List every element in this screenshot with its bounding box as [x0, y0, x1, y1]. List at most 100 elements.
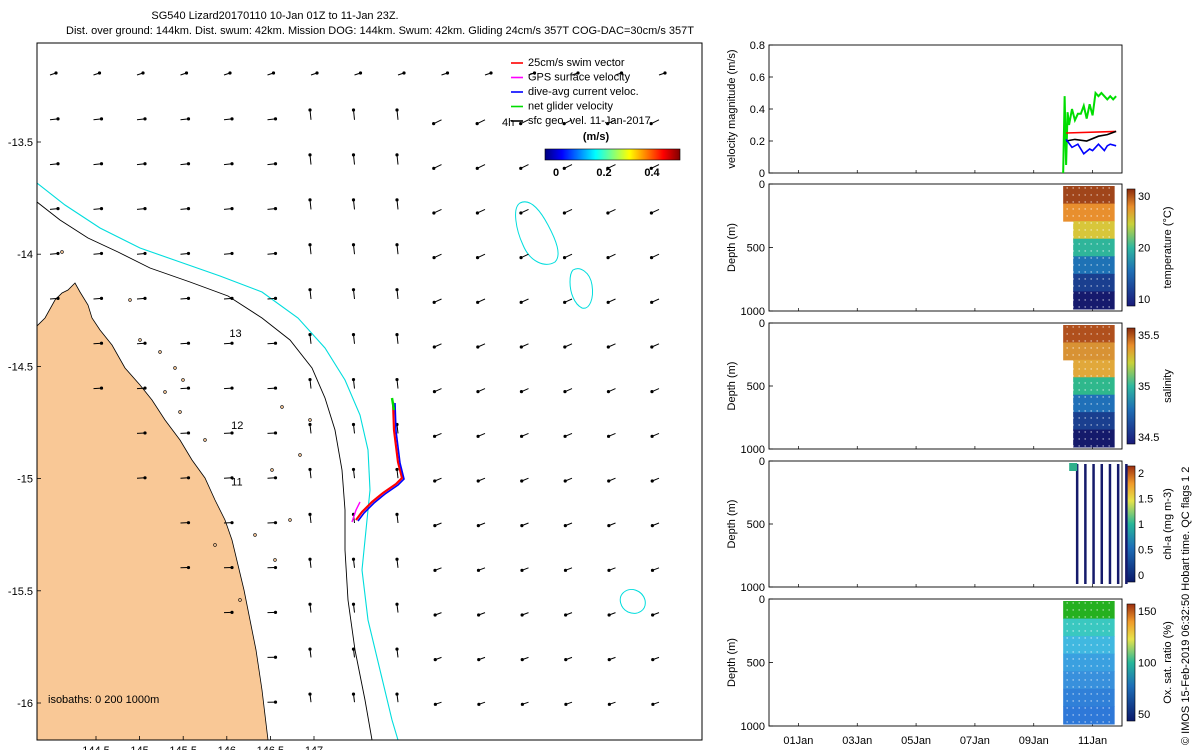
data-dot — [1072, 609, 1074, 611]
arrow-head — [141, 71, 145, 75]
arrow-head — [607, 479, 611, 483]
data-dot — [1066, 410, 1068, 412]
panel-y-tick-label: 500 — [747, 519, 765, 531]
data-dot — [1066, 403, 1068, 405]
reef-contour-3 — [619, 589, 646, 614]
arrow-head — [99, 251, 104, 256]
data-dot — [1108, 382, 1110, 384]
panel-y-tick-label: 500 — [747, 381, 765, 393]
data-dot — [1096, 700, 1098, 702]
map-y-tick-label: -15 — [17, 474, 33, 486]
arrow-head — [186, 117, 191, 121]
time-tick-label: 11Jan — [1078, 735, 1107, 747]
data-dot — [1090, 616, 1092, 618]
data-dot — [1090, 340, 1092, 342]
data-dot — [1066, 637, 1068, 639]
data-dot — [1096, 389, 1098, 391]
arrow-head — [519, 211, 523, 215]
colorbar-title: (m/s) — [583, 131, 610, 143]
data-dot — [1078, 347, 1080, 349]
data-dot — [1108, 403, 1110, 405]
islet — [128, 298, 132, 302]
data-dot — [1102, 250, 1104, 252]
data-dot — [1072, 375, 1074, 377]
data-dot — [1108, 623, 1110, 625]
profile-band — [1063, 636, 1115, 655]
data-dot — [1096, 721, 1098, 723]
data-dot — [1084, 285, 1086, 287]
profile-band — [1073, 221, 1115, 240]
data-dot — [1084, 644, 1086, 646]
data-dot — [1078, 602, 1080, 604]
arrow-head — [520, 658, 524, 662]
arrow-head — [230, 565, 234, 570]
data-dot — [1066, 424, 1068, 426]
arrow-head — [308, 467, 312, 472]
data-dot — [1078, 208, 1080, 210]
data-dot — [1084, 187, 1086, 189]
arrow-head — [271, 71, 276, 75]
geo-velocity-arrow — [309, 154, 312, 165]
data-dot — [1066, 368, 1068, 370]
data-dot — [1066, 326, 1068, 328]
arrow-head — [54, 71, 58, 75]
arrow-head — [489, 71, 493, 75]
panel-colorbar — [1126, 327, 1136, 445]
arrow-head — [520, 702, 524, 706]
isobath-200 — [37, 201, 373, 740]
data-dot — [1090, 410, 1092, 412]
profile-data — [1063, 601, 1115, 725]
arrow-head — [99, 162, 104, 166]
data-dot — [1078, 333, 1080, 335]
profile-band — [1063, 653, 1115, 672]
data-dot — [1108, 375, 1110, 377]
data-dot — [1108, 347, 1110, 349]
data-dot — [1078, 410, 1080, 412]
panel-y-tick-label: 0 — [759, 594, 765, 606]
data-dot — [1072, 403, 1074, 405]
data-dot — [1078, 672, 1080, 674]
data-dot — [1078, 250, 1080, 252]
data-dot — [1090, 396, 1092, 398]
arrow-head — [562, 122, 566, 126]
map-x-axis: 144.5 145 145.5 146 146.5 147 — [82, 736, 323, 750]
data-dot — [1084, 637, 1086, 639]
data-dot — [1096, 679, 1098, 681]
data-dot — [1084, 194, 1086, 196]
data-dot — [1072, 431, 1074, 433]
data-dot — [1078, 721, 1080, 723]
data-dot — [1078, 396, 1080, 398]
data-dot — [1066, 208, 1068, 210]
panel-y-tick-label: 0.4 — [750, 104, 765, 116]
arrow-head — [351, 647, 356, 651]
time-series-panels: 0.8 0.6 0.4 0.2 0 velocity magnitude (m/s) 0 50… — [726, 40, 1174, 747]
data-dot — [1066, 278, 1068, 280]
colorbar-tick-label: 1.5 — [1138, 494, 1153, 506]
arrow-head — [651, 613, 655, 617]
data-dot — [1072, 396, 1074, 398]
data-dot — [1108, 326, 1110, 328]
data-dot — [1078, 609, 1080, 611]
data-dot — [1066, 264, 1068, 266]
arrow-head — [402, 71, 406, 75]
legend-4h: 4h — [502, 117, 514, 129]
arrow-head — [395, 243, 399, 247]
data-dot — [1096, 333, 1098, 335]
panel-y-label: Depth (m) — [726, 638, 738, 687]
data-dot — [1078, 431, 1080, 433]
data-dot — [1078, 445, 1080, 447]
arrow-head — [273, 431, 278, 435]
data-dot — [1078, 389, 1080, 391]
arrow-head — [351, 333, 356, 337]
arrow-head — [143, 476, 147, 480]
data-dot — [1072, 623, 1074, 625]
data-dot — [1084, 700, 1086, 702]
data-dot — [1090, 187, 1092, 189]
data-dot — [1066, 630, 1068, 632]
data-dot — [1102, 326, 1104, 328]
data-dot — [1108, 292, 1110, 294]
speed-colorbar — [544, 148, 681, 161]
data-dot — [1084, 623, 1086, 625]
colorbar-tick-label: 0 — [553, 167, 559, 179]
data-dot — [1078, 382, 1080, 384]
